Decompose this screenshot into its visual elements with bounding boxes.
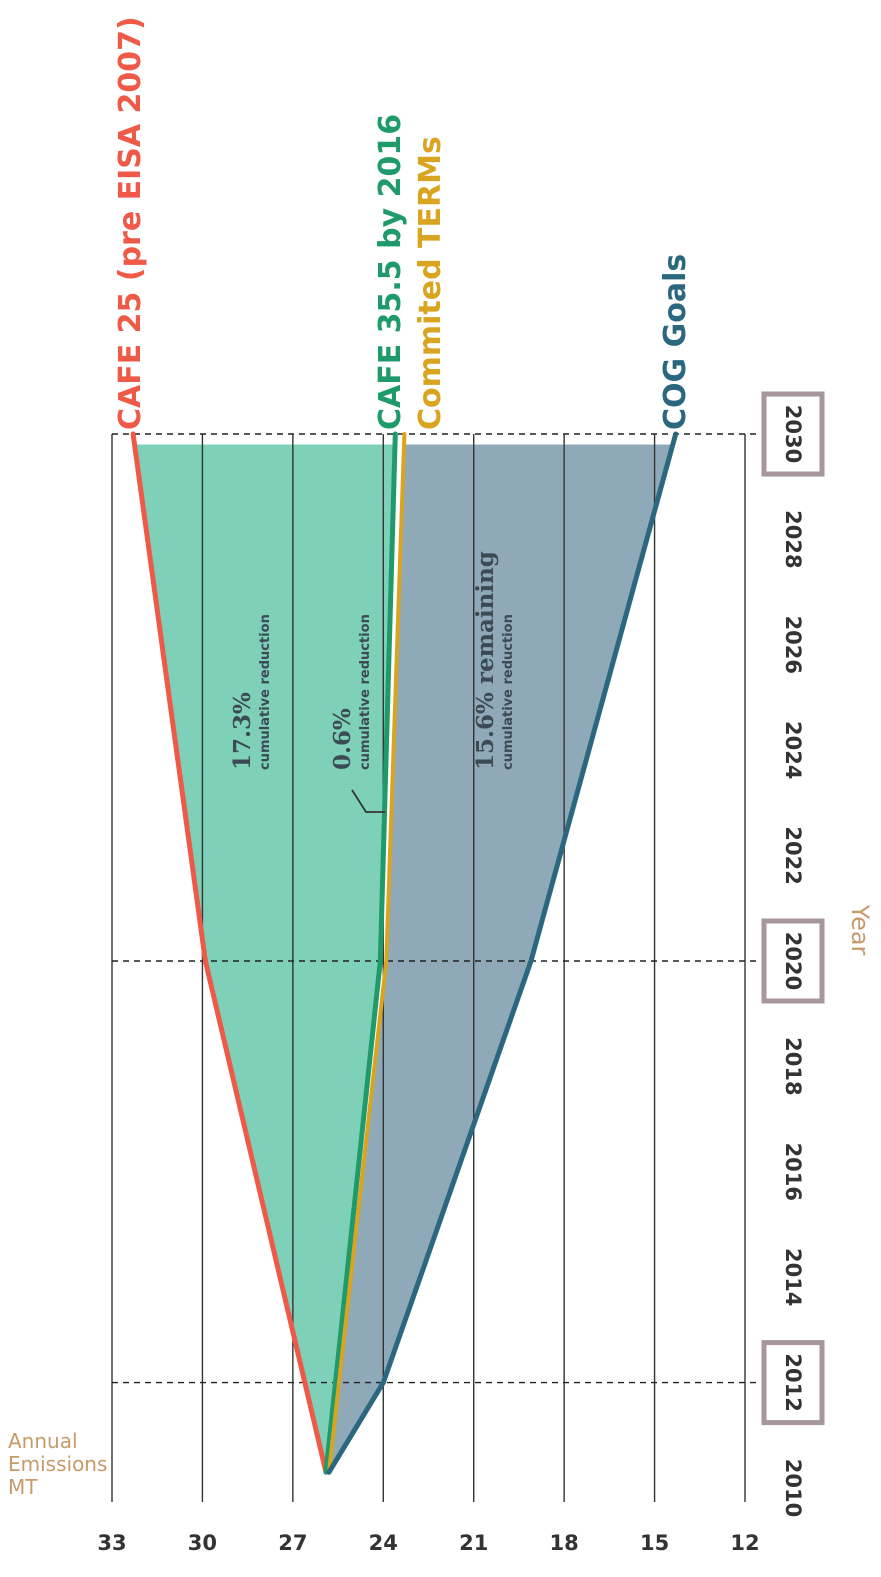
x-tick-2030: 2030 (781, 405, 805, 463)
series-label-3: COG Goals (658, 254, 693, 430)
y-tick-21: 21 (459, 1531, 488, 1555)
y-tick-33: 33 (97, 1531, 126, 1555)
annotation-text-2: cumulative reduction (501, 614, 516, 770)
reduction-bands (134, 444, 673, 1473)
y-tick-12: 12 (730, 1531, 759, 1555)
annotation-text-1: cumulative reduction (358, 614, 373, 770)
x-tick-box-2020 (761, 918, 825, 1004)
series-line-1 (323, 431, 398, 1475)
x-tick-2026: 2026 (781, 616, 805, 674)
x-tick-box-2012 (761, 1340, 825, 1426)
y-axis-label: Annual Emissions MT (8, 1429, 107, 1499)
x-tick-2020: 2020 (781, 932, 805, 990)
y-tick-18: 18 (550, 1531, 579, 1555)
x-tick-2016: 2016 (781, 1143, 805, 1201)
annotation-text-0: cumulative reduction (258, 614, 273, 770)
series-line-3 (326, 431, 679, 1475)
y-tick-24: 24 (369, 1531, 398, 1555)
annotation-value-0: 17.3% (229, 692, 256, 770)
x-axis-ticks: 2010 2012 2014 2016 2018 2020 2022 2024 2026 2028… (761, 391, 825, 1517)
series-label-2: Commited TERMs (413, 136, 448, 430)
lower-reduction-band (329, 444, 673, 1473)
series-line-0 (130, 431, 329, 1475)
series-labels: CAFE 25 (pre EISA 2007) CAFE 35.5 by 2016… (113, 16, 693, 430)
x-tick-2018: 2018 (781, 1037, 805, 1095)
x-tick-2014: 2014 (781, 1248, 805, 1306)
upper-reduction-band (134, 444, 395, 1473)
x-tick-2022: 2022 (781, 826, 805, 884)
annotation-value-2: 15.6% remaining (472, 551, 499, 770)
series-line-2 (327, 432, 407, 1475)
x-tick-2024: 2024 (781, 721, 805, 779)
series-lines (130, 431, 679, 1475)
y-axis-label-line-3: MT (8, 1475, 38, 1499)
y-axis-ticks: 33 30 27 24 21 18 15 12 (97, 1531, 759, 1555)
x-tick-2010: 2010 (781, 1459, 805, 1517)
annotation-value-1: 0.6% (329, 708, 356, 770)
series-label-0: CAFE 25 (pre EISA 2007) (113, 16, 148, 430)
annotation-leader (351, 789, 385, 813)
y-tick-15: 15 (640, 1531, 669, 1555)
y-axis-label-line-1: Annual (8, 1429, 78, 1453)
x-tick-box-2030 (761, 391, 825, 477)
y-axis-label-line-2: Emissions (8, 1452, 107, 1476)
annotations: 17.3% cumulative reduction 0.6% cumulative … (229, 551, 516, 813)
series-label-1: CAFE 35.5 by 2016 (373, 114, 408, 430)
x-axis-label: Year (846, 904, 874, 956)
y-tick-30: 30 (188, 1531, 217, 1555)
x-tick-2028: 2028 (781, 510, 805, 568)
y-tick-27: 27 (278, 1531, 307, 1555)
x-tick-2012: 2012 (781, 1353, 805, 1411)
